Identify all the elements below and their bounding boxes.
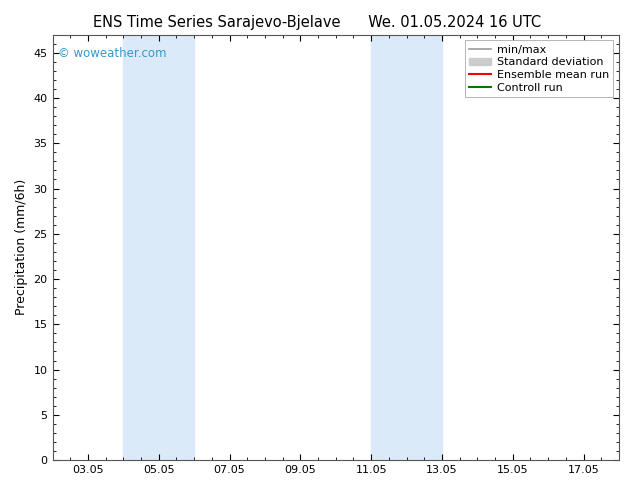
Legend: min/max, Standard deviation, Ensemble mean run, Controll run: min/max, Standard deviation, Ensemble me… <box>465 40 614 98</box>
Text: © woweather.com: © woweather.com <box>58 48 167 60</box>
Text: ENS Time Series Sarajevo-Bjelave      We. 01.05.2024 16 UTC: ENS Time Series Sarajevo-Bjelave We. 01.… <box>93 15 541 30</box>
Y-axis label: Precipitation (mm/6h): Precipitation (mm/6h) <box>15 179 28 316</box>
Bar <box>371 35 442 460</box>
Bar <box>124 35 194 460</box>
